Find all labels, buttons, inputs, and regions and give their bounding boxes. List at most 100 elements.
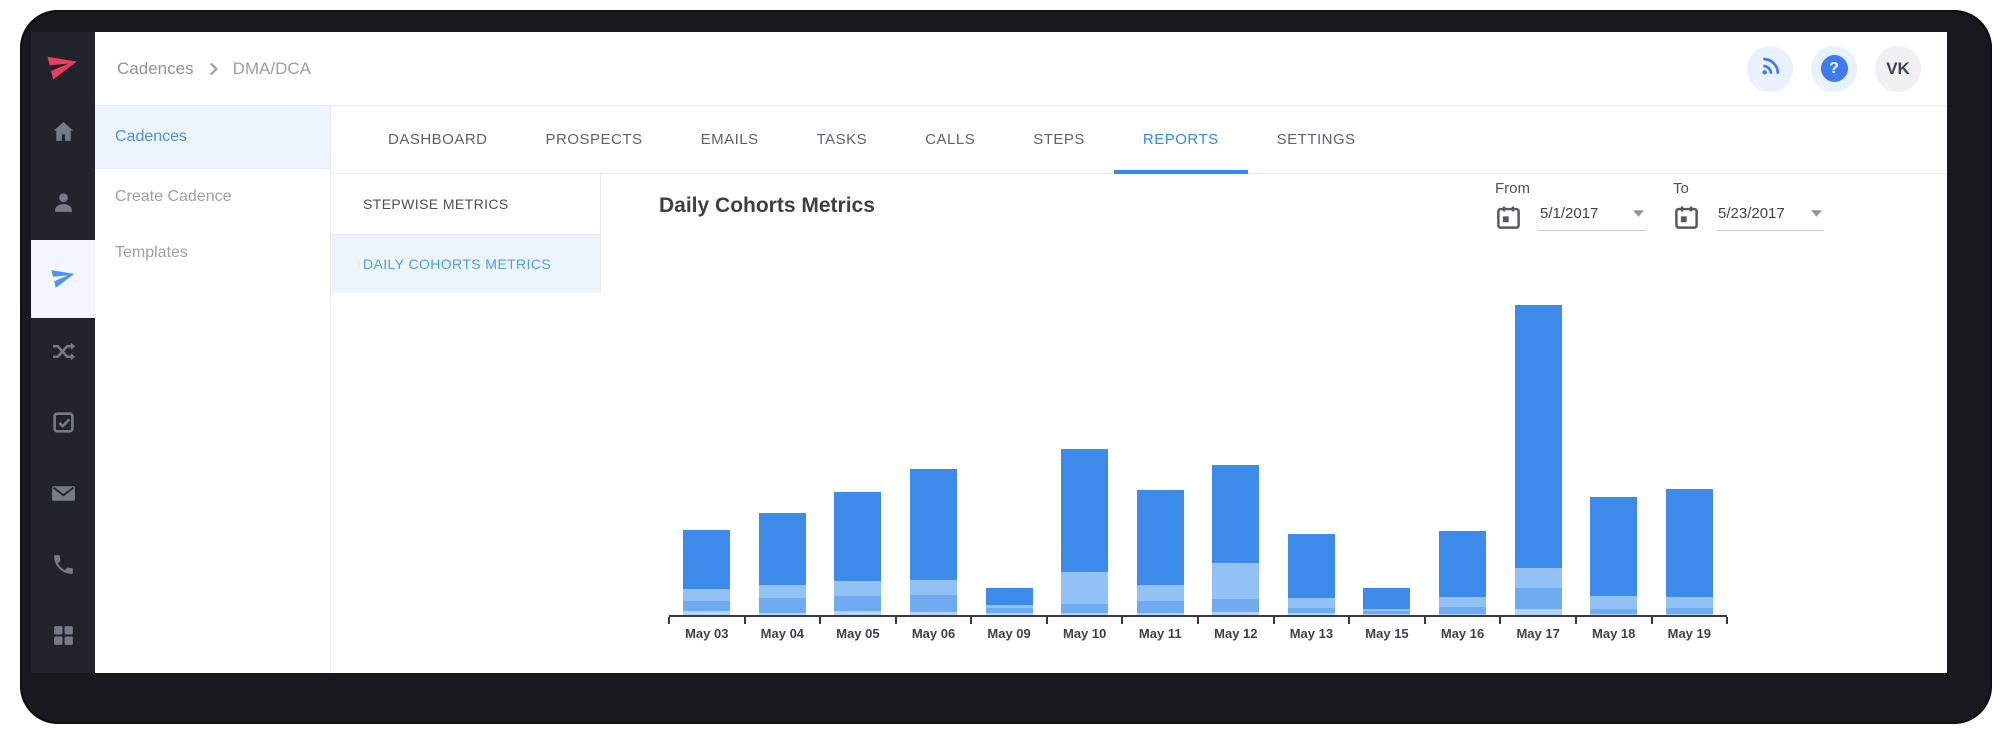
bar-segment-segment-3[interactable] (910, 580, 958, 595)
subnav-stepwise-metrics[interactable]: STEPWISE METRICS (331, 174, 600, 235)
stacked-bar[interactable] (1287, 534, 1335, 615)
stacked-bar[interactable] (834, 492, 882, 615)
rss-feed-button[interactable] (1747, 45, 1793, 92)
calendar-icon[interactable] (1495, 204, 1522, 231)
tab-emails[interactable]: EMAILS (700, 131, 759, 148)
subnav-daily-cohorts-metrics[interactable]: DAILY COHORTS METRICS (331, 235, 600, 293)
date-from-input[interactable]: 5/1/2017 (1538, 204, 1646, 231)
bar-segment-segment-3[interactable] (1287, 598, 1335, 608)
bar-segment-segment-1-bottom[interactable] (758, 613, 806, 615)
bar-segment-segment-4-top[interactable] (1665, 489, 1713, 597)
sidebar-item-cadences[interactable]: Cadences (95, 106, 330, 169)
bar-segment-segment-1-bottom[interactable] (1590, 614, 1638, 615)
bar-segment-segment-4-top[interactable] (1514, 305, 1562, 568)
bar-segment-segment-1-bottom[interactable] (1136, 613, 1184, 615)
bar-segment-segment-3[interactable] (1439, 597, 1487, 607)
bar-segment-segment-4-top[interactable] (985, 588, 1033, 605)
bar-segment-segment-4-top[interactable] (1287, 534, 1335, 598)
tab-steps[interactable]: STEPS (1033, 131, 1085, 148)
bar-segment-segment-2[interactable] (985, 608, 1033, 613)
bar-segment-segment-1-bottom[interactable] (910, 612, 958, 615)
bar-segment-segment-4-top[interactable] (834, 492, 882, 581)
rail-item-grid[interactable] (31, 602, 95, 673)
bar-segment-segment-3[interactable] (1514, 568, 1562, 588)
bar-segment-segment-2[interactable] (758, 598, 806, 613)
bar-segment-segment-3[interactable] (1136, 585, 1184, 601)
tab-prospects[interactable]: PROSPECTS (545, 131, 643, 148)
tab-reports[interactable]: REPORTS (1113, 106, 1248, 174)
bar-segment-segment-1-bottom[interactable] (683, 611, 731, 615)
bar-segment-segment-3[interactable] (1665, 597, 1713, 608)
chevron-down-icon[interactable] (1633, 210, 1644, 217)
bar-segment-segment-1-bottom[interactable] (1514, 609, 1562, 615)
stacked-bar[interactable] (910, 469, 958, 615)
bar-segment-segment-4-top[interactable] (758, 513, 806, 585)
bar-segment-segment-1-bottom[interactable] (1061, 613, 1109, 615)
bar-segment-segment-1-bottom[interactable] (985, 613, 1033, 615)
tab-tasks[interactable]: TASKS (816, 131, 868, 148)
stacked-bar[interactable] (758, 513, 806, 615)
bar-segment-segment-2[interactable] (1439, 607, 1487, 614)
rail-item-envelope[interactable] (31, 460, 95, 531)
bar-segment-segment-2[interactable] (834, 596, 882, 611)
bar-segment-segment-2[interactable] (1590, 609, 1638, 614)
bar-segment-segment-2[interactable] (1665, 608, 1713, 614)
tab-calls[interactable]: CALLS (925, 131, 976, 148)
date-to-input[interactable]: 5/23/2017 (1716, 204, 1824, 231)
bar-segment-segment-2[interactable] (1363, 611, 1411, 614)
stacked-bar[interactable] (985, 588, 1033, 615)
bar-segment-segment-1-bottom[interactable] (1287, 613, 1335, 615)
rail-item-phone[interactable] (31, 531, 95, 602)
calendar-icon[interactable] (1673, 204, 1700, 231)
stacked-bar[interactable] (1665, 489, 1713, 615)
bar-segment-segment-4-top[interactable] (683, 530, 731, 589)
rail-item-user[interactable] (31, 169, 95, 240)
bar-segment-segment-3[interactable] (1061, 572, 1109, 604)
stacked-bar[interactable] (1514, 305, 1562, 615)
user-avatar[interactable]: VK (1875, 45, 1921, 92)
bar-segment-segment-2[interactable] (1136, 601, 1184, 613)
bar-segment-segment-4-top[interactable] (1061, 449, 1109, 572)
bar-segment-segment-4-top[interactable] (1439, 531, 1487, 597)
bar-segment-segment-4-top[interactable] (910, 469, 958, 580)
tab-settings[interactable]: SETTINGS (1276, 131, 1356, 148)
stacked-bar[interactable] (1590, 497, 1638, 615)
bar-segment-segment-2[interactable] (683, 601, 731, 611)
bar-segment-segment-3[interactable] (1363, 609, 1411, 611)
bar-segment-segment-3[interactable] (1212, 563, 1260, 599)
stacked-bar[interactable] (1439, 531, 1487, 615)
rail-item-shuffle[interactable] (31, 318, 95, 389)
sidebar-item-templates[interactable]: Templates (95, 225, 330, 281)
bar-segment-segment-3[interactable] (683, 589, 731, 601)
rail-item-paper-plane[interactable] (31, 240, 95, 318)
breadcrumb-item[interactable]: Cadences (117, 58, 194, 78)
bar-segment-segment-4-top[interactable] (1363, 588, 1411, 609)
stacked-bar[interactable] (683, 530, 731, 615)
bar-segment-segment-2[interactable] (910, 595, 958, 612)
sidebar-item-create-cadence[interactable]: Create Cadence (95, 169, 330, 225)
chevron-down-icon[interactable] (1811, 210, 1822, 217)
bar-segment-segment-1-bottom[interactable] (1212, 612, 1260, 615)
stacked-bar[interactable] (1363, 588, 1411, 615)
bar-segment-segment-1-bottom[interactable] (834, 611, 882, 615)
bar-segment-segment-3[interactable] (985, 605, 1033, 608)
stacked-bar[interactable] (1136, 490, 1184, 615)
bar-segment-segment-4-top[interactable] (1590, 497, 1638, 596)
bar-segment-segment-2[interactable] (1287, 608, 1335, 613)
stacked-bar[interactable] (1212, 465, 1260, 615)
bar-segment-segment-2[interactable] (1212, 599, 1260, 612)
tab-dashboard[interactable]: DASHBOARD (388, 131, 488, 148)
bar-segment-segment-4-top[interactable] (1212, 465, 1260, 563)
rail-item-check-square[interactable] (31, 389, 95, 460)
bar-segment-segment-4-top[interactable] (1136, 490, 1184, 585)
bar-segment-segment-1-bottom[interactable] (1439, 614, 1487, 615)
help-button[interactable]: ? (1811, 45, 1857, 92)
bar-segment-segment-3[interactable] (834, 581, 882, 596)
bar-segment-segment-2[interactable] (1514, 588, 1562, 609)
stacked-bar[interactable] (1061, 449, 1109, 615)
bar-segment-segment-2[interactable] (1061, 604, 1109, 613)
bar-segment-segment-1-bottom[interactable] (1363, 614, 1411, 615)
bar-segment-segment-3[interactable] (758, 585, 806, 598)
bar-segment-segment-1-bottom[interactable] (1665, 614, 1713, 615)
bar-segment-segment-3[interactable] (1590, 596, 1638, 609)
